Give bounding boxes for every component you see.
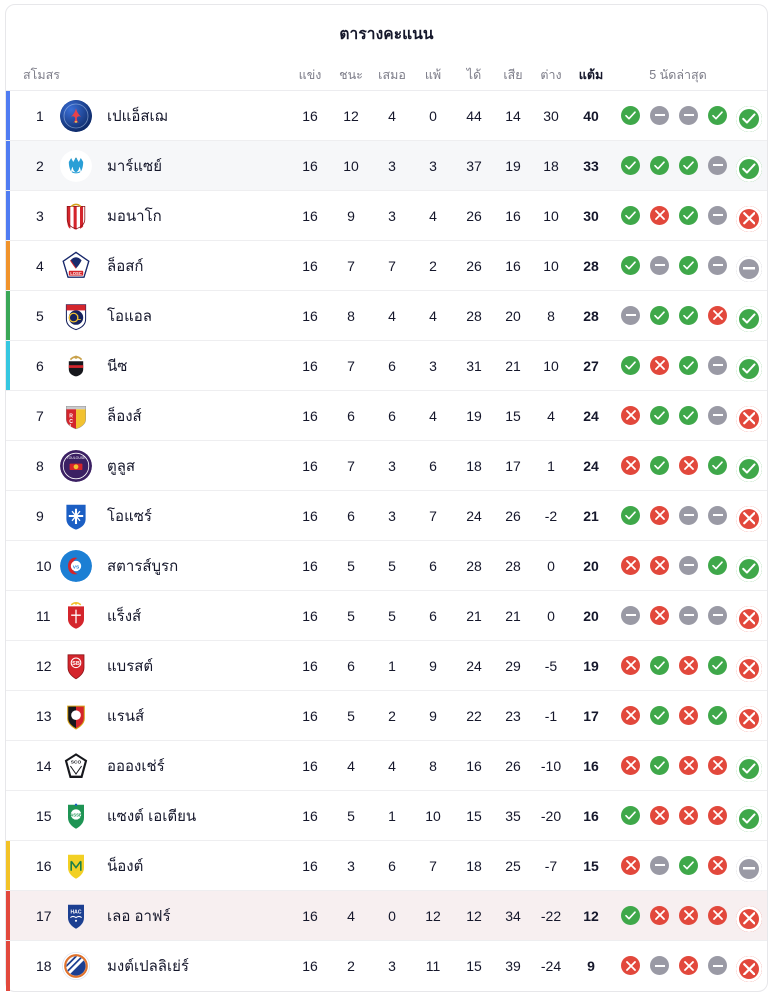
svg-text:L: L (77, 313, 82, 322)
svg-text:LOSC: LOSC (70, 270, 82, 275)
svg-text:SCO: SCO (71, 759, 82, 765)
svg-text:TOULOUSE: TOULOUSE (67, 455, 87, 459)
svg-text:HAC: HAC (71, 909, 82, 915)
svg-text:ASSE: ASSE (70, 812, 82, 817)
svg-text:VS: VS (73, 564, 80, 570)
svg-text:SB: SB (72, 661, 80, 667)
svg-text:L: L (69, 424, 72, 430)
